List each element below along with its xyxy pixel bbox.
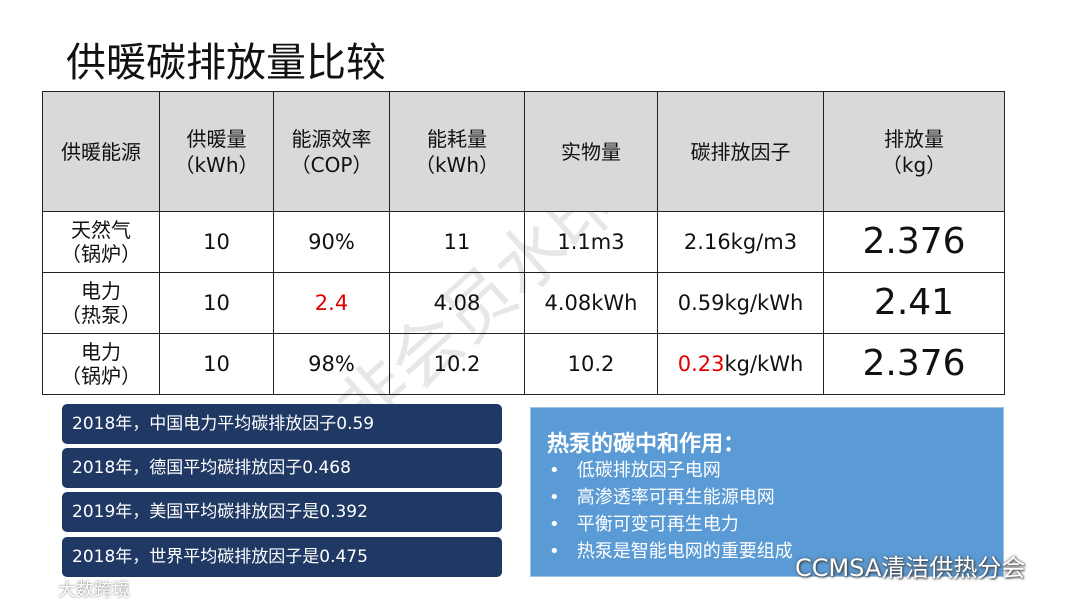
header-text: 供暖能源: [61, 139, 141, 164]
cell-text: 电力: [81, 340, 121, 364]
header-cell: 碳排放因子: [657, 91, 824, 212]
table-cell: 电力 （热泵）: [42, 272, 160, 334]
cell-text: 0.59kg/kWh: [677, 291, 804, 315]
cell-text: 90%: [308, 230, 355, 254]
table-row: 电力 （锅炉） 10 98% 10.2 10.2 0.23kg/kWh 2.376: [42, 333, 1005, 395]
info-box: 热泵的碳中和作用： • 低碳排放因子电网 • 高渗透率可再生能源电网 • 平衡可变可…: [530, 407, 1004, 577]
header-cell: 能源效率 （COP）: [273, 91, 390, 212]
cell-text: 2.4: [314, 291, 349, 315]
table-cell: 2.16kg/m3: [657, 211, 824, 273]
bullet-item: • 热泵是智能电网的重要组成: [549, 541, 793, 562]
header-text: （kg）: [881, 152, 947, 177]
table-cell: 2.41: [823, 272, 1005, 334]
cell-text: 10: [203, 352, 230, 376]
box-heading: 热泵的碳中和作用：: [547, 432, 746, 457]
cell-text: （热泵）: [61, 303, 141, 327]
header-text: 实物量: [561, 139, 621, 164]
table-body: 天然气 （锅炉） 10 90% 11 1.1m3 2.16kg/m3 2.376 电力 （热泵） 1…: [42, 211, 1005, 395]
table-cell: 0.23kg/kWh: [657, 333, 824, 395]
cell-text: 2.41: [873, 282, 955, 323]
cell-text: 天然气: [71, 218, 131, 242]
bullet-item: • 高渗透率可再生能源电网: [549, 487, 775, 508]
table-cell: 天然气 （锅炉）: [42, 211, 160, 273]
watermark: 大数跨境: [58, 580, 130, 601]
bullet-text: 低碳排放因子电网: [576, 460, 721, 481]
bullet-text: 平衡可变可再生电力: [576, 514, 739, 535]
note-bar: 2018年，中国电力平均碳排放因子0.59: [62, 404, 502, 444]
note-bar: 2018年，世界平均碳排放因子是0.475: [62, 537, 502, 577]
cell-text: 2.376: [862, 343, 966, 384]
table-cell: 10.2: [524, 333, 658, 395]
table-cell: 10: [159, 333, 274, 395]
table-cell: 4.08kWh: [524, 272, 658, 334]
bullet-item: • 低碳排放因子电网: [549, 460, 721, 481]
cell-text: （锅炉）: [61, 242, 141, 266]
table-cell: 0.59kg/kWh: [657, 272, 824, 334]
header-text: （kWh）: [414, 152, 500, 177]
header-text: 能源效率: [291, 126, 372, 151]
header-text: （COP）: [290, 152, 373, 177]
table-cell: 11: [389, 211, 525, 273]
table-cell: 98%: [273, 333, 390, 395]
table-cell: 10.2: [389, 333, 525, 395]
cell-text: 10: [203, 230, 230, 254]
table-row: 天然气 （锅炉） 10 90% 11 1.1m3 2.16kg/m3 2.376: [42, 211, 1005, 273]
header-cell: 供暖量 （kWh）: [159, 91, 274, 212]
cell-text: 10: [203, 291, 230, 315]
cell-text: （锅炉）: [61, 364, 141, 388]
slide-title: 供暖碳排放量比较: [66, 40, 386, 86]
cell-text: 11: [443, 230, 471, 254]
table-cell: 4.08: [389, 272, 525, 334]
cell-text: 1.1m3: [557, 230, 625, 254]
cell-text: 4.08: [433, 291, 481, 315]
header-cell: 实物量: [524, 91, 658, 212]
table-cell: 10: [159, 272, 274, 334]
cell-text: 2.16kg/m3: [683, 230, 798, 254]
cell-text: kg/kWh: [724, 352, 804, 376]
table-cell: 2.376: [823, 333, 1005, 395]
bullet-item: • 平衡可变可再生电力: [549, 514, 739, 535]
table-cell: 电力 （锅炉）: [42, 333, 160, 395]
cell-text: 2.376: [862, 221, 966, 262]
cell-text: 10.2: [567, 352, 615, 376]
table-row: 电力 （热泵） 10 2.4 4.08 4.08kWh 0.59kg/kWh 2.41: [42, 272, 1005, 334]
highlight-text: 0.23: [677, 352, 725, 376]
header-cell: 能耗量 （kWh）: [389, 91, 525, 212]
note-bar: 2019年，美国平均碳排放因子是0.392: [62, 492, 502, 532]
header-text: 供暖量: [186, 126, 247, 151]
header-cell: 排放量 （kg）: [823, 91, 1005, 212]
header-text: （kWh）: [174, 152, 259, 177]
cell-text: 98%: [308, 352, 355, 376]
table-cell: 10: [159, 211, 274, 273]
header-row: 供暖能源 供暖量 （kWh） 能源效率 （COP） 能耗量 （kWh） 实物量 碳排放因子 排放量…: [42, 91, 1005, 212]
table-cell: 90%: [273, 211, 390, 273]
bullet-text: 高渗透率可再生能源电网: [576, 487, 775, 508]
cell-text: 电力: [81, 279, 121, 303]
table-cell: 1.1m3: [524, 211, 658, 273]
bullet-text: 热泵是智能电网的重要组成: [576, 541, 793, 562]
table-cell: 2.376: [823, 211, 1005, 273]
table-cell: 2.4: [273, 272, 390, 334]
header-text: 碳排放因子: [690, 139, 791, 164]
comparison-table: 供暖能源 供暖量 （kWh） 能源效率 （COP） 能耗量 （kWh） 实物量 碳排放因子 排放量…: [42, 91, 1005, 395]
watermark: CCMSA清洁供热分会: [795, 554, 1026, 582]
header-text: 能耗量: [427, 126, 487, 151]
header-cell: 供暖能源: [42, 91, 160, 212]
cell-text: 10.2: [433, 352, 481, 376]
note-bar: 2018年，德国平均碳排放因子0.468: [62, 448, 502, 488]
header-text: 排放量: [884, 126, 944, 151]
cell-text: 4.08kWh: [544, 291, 638, 315]
